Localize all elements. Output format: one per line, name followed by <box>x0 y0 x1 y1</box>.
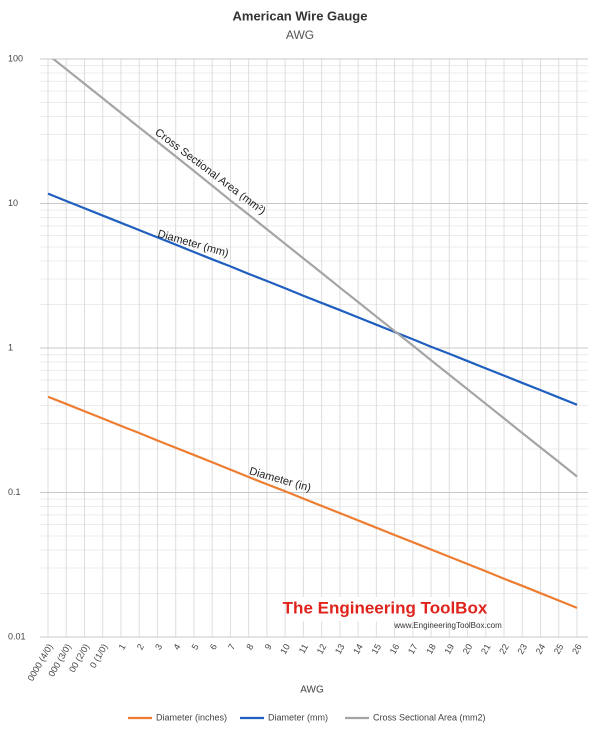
x-tick-label: 19 <box>442 642 456 656</box>
x-tick-label: 5 <box>190 642 201 651</box>
series-line <box>47 395 578 609</box>
x-tick-label: 1 <box>117 642 128 651</box>
y-tick-label: 0.1 <box>8 487 21 497</box>
x-tick-label: 3 <box>153 642 164 651</box>
x-tick-label: 6 <box>208 642 219 651</box>
x-tick-label: 10 <box>278 642 292 656</box>
x-axis-title: AWG <box>300 685 324 696</box>
x-tick-label: 21 <box>479 642 493 656</box>
x-tick-label: 0 (1/0) <box>88 642 110 670</box>
x-tick-label: 12 <box>315 642 329 656</box>
x-tick-label: 14 <box>351 642 365 656</box>
x-tick-label: 2 <box>135 642 146 651</box>
grid <box>40 58 588 638</box>
legend-label: Diameter (inches) <box>156 712 227 722</box>
y-tick-label: 0.01 <box>8 631 26 641</box>
annotation: Diameter (mm) <box>156 228 230 260</box>
watermark-bg <box>300 597 470 621</box>
legend: Diameter (inches) Diameter (mm) Cross Sect… <box>128 712 486 722</box>
x-tick-label: 17 <box>406 642 420 656</box>
x-tick-label: 22 <box>497 642 511 656</box>
x-tick-label: 24 <box>534 642 548 656</box>
legend-label: Cross Sectional Area (mm2) <box>373 712 486 722</box>
watermark-url: www.EngineeringToolBox.com <box>393 621 502 630</box>
series-line <box>47 192 578 406</box>
x-tick-label: 7 <box>226 642 237 651</box>
x-tick-label: 13 <box>333 642 347 656</box>
y-tick-label: 10 <box>8 198 18 208</box>
chart-title: American Wire Gauge <box>233 8 368 23</box>
x-tick-label: 23 <box>515 642 529 656</box>
x-tick-label: 16 <box>388 642 402 656</box>
x-tick-label: 26 <box>570 642 584 656</box>
x-tick-label: 15 <box>369 642 383 656</box>
series-line <box>51 59 578 478</box>
y-tick-label: 1 <box>8 342 13 352</box>
x-tick-label: 20 <box>461 642 475 656</box>
x-tick-label: 18 <box>424 642 438 656</box>
legend-label: Diameter (mm) <box>268 712 328 722</box>
y-tick-label: 100 <box>8 53 23 63</box>
watermark: The Engineering ToolBox <box>283 598 488 617</box>
x-tick-label: 8 <box>244 642 255 651</box>
x-tick-label: 11 <box>297 642 310 655</box>
chart-subtitle: AWG <box>286 28 314 42</box>
plot <box>47 59 578 609</box>
x-tick-label: 9 <box>263 642 274 651</box>
x-tick-label: 25 <box>552 642 566 656</box>
x-tick-label: 4 <box>171 642 182 651</box>
